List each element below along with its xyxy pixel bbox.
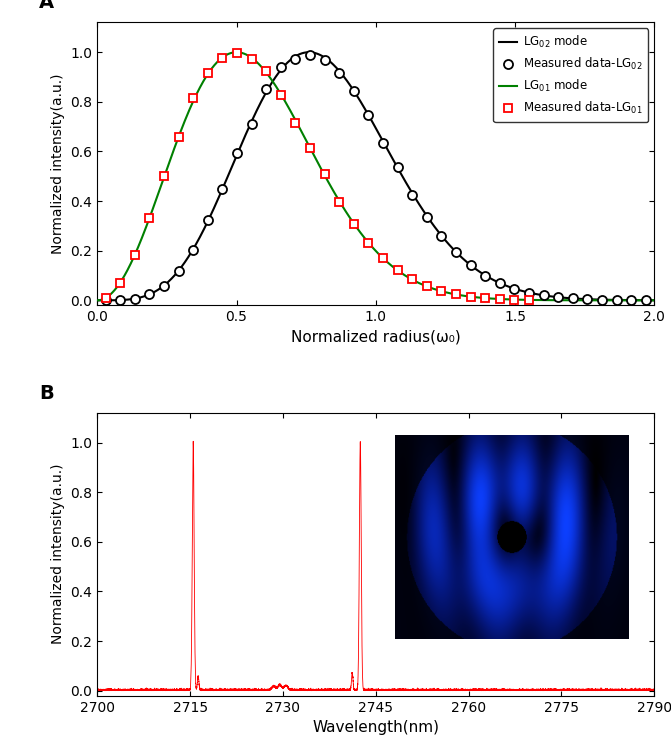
Text: B: B (39, 384, 54, 402)
X-axis label: Normalized radius(ω₀): Normalized radius(ω₀) (291, 330, 460, 345)
Y-axis label: Normalized intensity(a.u.): Normalized intensity(a.u.) (51, 73, 65, 254)
Y-axis label: Normalized intensity(a.u.): Normalized intensity(a.u.) (51, 464, 65, 645)
X-axis label: Wavelength(nm): Wavelength(nm) (312, 720, 440, 735)
Text: A: A (39, 0, 54, 12)
Legend: LG$_{02}$ mode, Measured data-LG$_{02}$, LG$_{01}$ mode, Measured data-LG$_{01}$: LG$_{02}$ mode, Measured data-LG$_{02}$,… (493, 28, 648, 122)
